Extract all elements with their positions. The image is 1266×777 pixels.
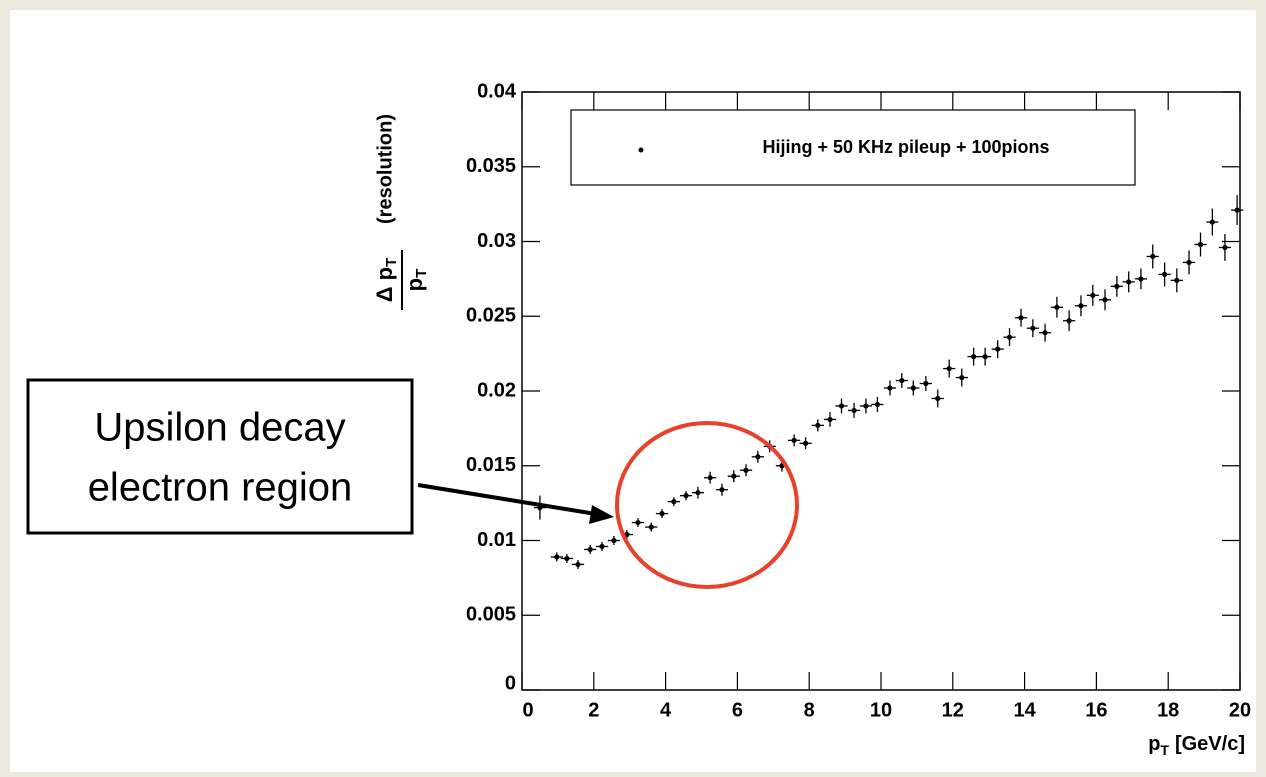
data-point [1078, 303, 1084, 309]
legend-marker [638, 147, 644, 153]
data-point [791, 437, 797, 443]
data-point [611, 537, 617, 544]
data-point [910, 385, 916, 391]
data-point [575, 561, 581, 568]
data-point [827, 416, 833, 423]
highlight-circle [615, 421, 799, 589]
legend-box [570, 109, 1136, 186]
y-label-num-main: Δ p [372, 267, 397, 302]
data-point [959, 374, 965, 381]
data-point [995, 346, 1001, 352]
x-tick-label: 18 [1157, 699, 1179, 721]
y-label-note: (resolution) [374, 114, 396, 224]
data-point [1030, 325, 1036, 331]
data-point [719, 487, 725, 493]
data-point [1126, 279, 1132, 285]
data-point [1054, 304, 1060, 310]
y-label-denominator: pT [402, 269, 430, 292]
data-point [587, 546, 593, 553]
y-tick-label: 0.03 [477, 230, 516, 252]
x-label-main: p [1148, 733, 1160, 755]
y-tick-label: 0 [505, 672, 516, 694]
data-point [1006, 334, 1013, 340]
data-point [695, 490, 701, 496]
data-point [1090, 292, 1096, 298]
data-point [1209, 219, 1215, 225]
y-tick-label: 0.01 [477, 529, 516, 551]
data-point [1222, 244, 1228, 251]
data-point [755, 454, 761, 460]
x-tick-label: 16 [1085, 699, 1107, 721]
data-point [899, 377, 905, 384]
x-label-unit: [GeV/c] [1175, 733, 1245, 755]
x-tick-label: 0 [522, 699, 533, 721]
data-point [838, 403, 845, 409]
x-tick-label: 2 [588, 699, 599, 721]
data-point [887, 385, 893, 391]
data-point [971, 354, 977, 360]
y-label-numerator: Δ pT [372, 258, 400, 303]
legend-label: Hijing + 50 KHz pileup + 100pions [762, 137, 1049, 157]
data-point [935, 395, 941, 402]
data-point [1197, 241, 1204, 248]
annotation-line: Upsilon decay [94, 406, 345, 450]
x-tick-label: 14 [1013, 699, 1036, 721]
data-point [1234, 207, 1240, 213]
data-point [743, 467, 749, 473]
data-point [1102, 297, 1108, 303]
x-axis-label: pT [GeV/c] [1148, 733, 1245, 757]
data-point [564, 555, 570, 562]
data-point [1186, 259, 1192, 266]
data-point [683, 493, 689, 499]
data-point [1018, 315, 1024, 321]
data-point [946, 365, 952, 372]
data-point [648, 524, 654, 530]
data-point [982, 354, 988, 360]
data-point [1162, 271, 1168, 277]
arrow-head [589, 505, 614, 524]
y-label-den-main: p [402, 278, 427, 291]
data-point [923, 380, 929, 387]
y-tick-label: 0.025 [466, 305, 516, 327]
data-point [1150, 253, 1156, 260]
x-tick-label: 12 [942, 699, 964, 721]
annotation-box [26, 378, 414, 535]
y-tick-label: 0.015 [466, 454, 516, 476]
data-point [1174, 277, 1180, 283]
y-axis-label: Δ pT pT (resolution) [372, 114, 430, 310]
data-point [803, 440, 809, 446]
y-tick-label: 0.04 [477, 80, 517, 102]
y-label-den-sub: T [413, 269, 430, 278]
arrow-shaft [417, 483, 597, 516]
marks: 0 0.005 0.01 0.015 0.02 0.025 0.03 0.035 0.04 0 2 4… [466, 80, 1251, 721]
x-tick-label: 8 [804, 699, 815, 721]
data-point [671, 499, 677, 505]
data-point [1114, 283, 1120, 289]
data-point [851, 407, 857, 414]
data-point [554, 554, 560, 560]
x-tick-label: 4 [660, 699, 672, 721]
data-point [659, 510, 665, 517]
x-tick-label: 6 [732, 699, 743, 721]
y-label-num-sub: T [383, 258, 400, 267]
data-point [874, 401, 881, 408]
data-point [731, 473, 737, 479]
y-tick-label: 0.035 [466, 155, 516, 177]
data-point [707, 475, 713, 481]
y-tick-label: 0.005 [466, 604, 516, 626]
x-label-sub: T [1160, 742, 1169, 758]
y-tick-label: 0.02 [477, 379, 516, 401]
data-point [1066, 318, 1072, 324]
data-point [1042, 330, 1048, 336]
data-point [599, 543, 605, 550]
data-point [635, 519, 641, 526]
data-point [815, 422, 821, 428]
data-point [1138, 276, 1144, 282]
x-tick-label: 20 [1229, 699, 1251, 721]
annotation-line: electron region [88, 466, 353, 510]
data-point [863, 403, 869, 409]
x-tick-label: 10 [870, 699, 892, 721]
